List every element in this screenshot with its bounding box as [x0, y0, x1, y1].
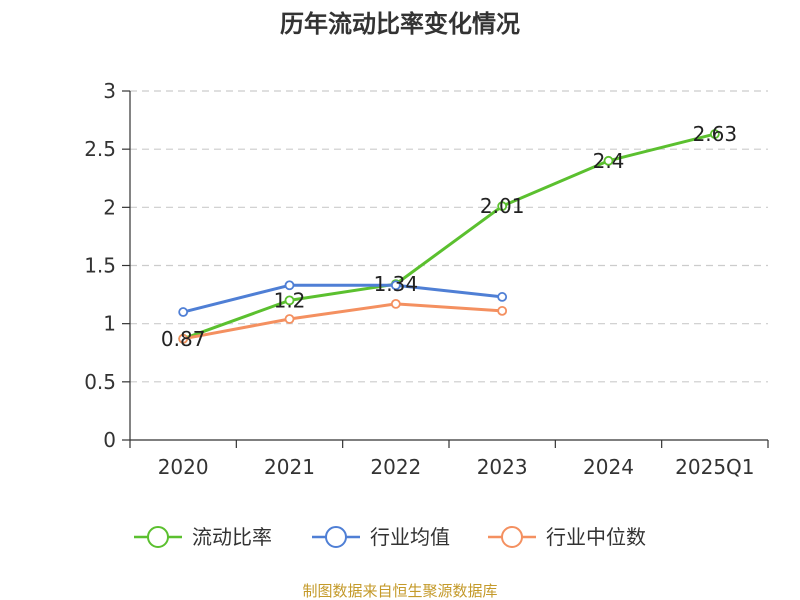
data-point[interactable] — [284, 295, 295, 306]
x-tick-label: 2021 — [264, 455, 315, 479]
grid-lines — [130, 90, 768, 383]
y-tick-label: 1 — [103, 312, 116, 336]
data-point[interactable] — [284, 314, 295, 324]
legend-label: 行业均值 — [370, 525, 450, 549]
data-point[interactable] — [709, 129, 720, 139]
series-line — [182, 302, 503, 341]
axes: 0 0.5 1 1.5 2 2.5 3 2020 2021 2022 2023 2024 2025Q1 — [84, 79, 769, 479]
legend-marker-icon — [501, 526, 523, 548]
series-0 — [178, 129, 720, 344]
source-note: 制图数据来自恒生聚源数据库 — [302, 582, 497, 600]
data-point[interactable] — [284, 280, 295, 291]
x-tick-label: 2020 — [158, 455, 209, 479]
data-label: 2.4 — [593, 149, 625, 173]
legend[interactable]: 流动比率 行业均值 行业中位数 — [134, 525, 646, 549]
chart-title: 历年流动比率变化情况 — [280, 10, 520, 38]
data-label: 2.01 — [480, 194, 525, 218]
data-point[interactable] — [497, 305, 508, 316]
legend-label: 流动比率 — [192, 525, 272, 549]
legend-item[interactable]: 流动比率 — [134, 525, 272, 549]
y-tick-label: 3 — [103, 79, 116, 103]
data-point[interactable] — [178, 307, 189, 317]
series-line — [182, 283, 503, 314]
y-tick-label: 1.5 — [84, 254, 116, 278]
x-tick-label: 2022 — [370, 455, 421, 479]
legend-item[interactable]: 行业中位数 — [488, 525, 646, 549]
legend-item[interactable]: 行业均值 — [312, 525, 450, 549]
data-label: 0.87 — [161, 327, 206, 351]
data-labels: 0.87 1.2 1.34 2.01 2.4 2.63 — [161, 122, 737, 351]
series-1 — [178, 280, 508, 317]
legend-marker-icon — [147, 526, 169, 548]
y-tick-label: 2 — [103, 195, 116, 219]
data-label: 2.63 — [693, 122, 738, 146]
series-line — [182, 132, 716, 341]
series-group — [178, 129, 720, 344]
data-point[interactable] — [603, 155, 614, 166]
y-tick-label: 0.5 — [84, 370, 116, 394]
data-point[interactable] — [390, 280, 401, 291]
data-point[interactable] — [390, 298, 401, 309]
legend-label: 行业中位数 — [546, 525, 646, 549]
y-tick-label: 2.5 — [84, 137, 116, 161]
x-tick-label: 2025Q1 — [675, 455, 754, 479]
data-label: 1.2 — [274, 288, 306, 312]
y-tick-label: 0 — [103, 428, 116, 452]
x-tick-label: 2023 — [477, 455, 528, 479]
series-2 — [178, 298, 508, 344]
data-point[interactable] — [497, 201, 508, 212]
x-tick-label: 2024 — [583, 455, 634, 479]
data-point[interactable] — [497, 292, 508, 302]
legend-marker-icon — [325, 526, 347, 548]
data-label: 1.34 — [374, 272, 419, 296]
data-point[interactable] — [178, 333, 189, 344]
